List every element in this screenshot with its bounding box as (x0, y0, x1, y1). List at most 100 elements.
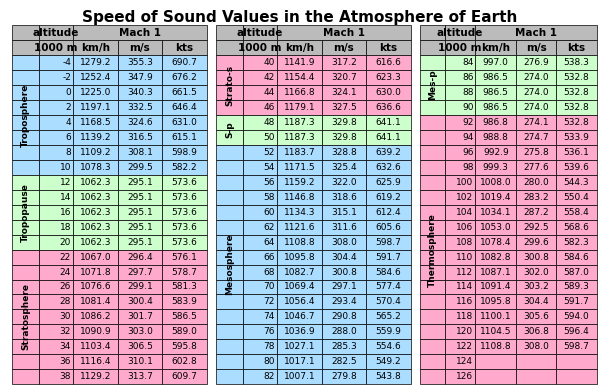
Text: 274.1: 274.1 (523, 118, 549, 127)
Text: 630.0: 630.0 (376, 88, 401, 97)
Text: 612.4: 612.4 (376, 208, 401, 217)
Text: 18: 18 (59, 223, 71, 232)
Text: 302.0: 302.0 (523, 268, 549, 277)
Text: 1116.4: 1116.4 (80, 357, 111, 366)
Text: -2: -2 (62, 73, 71, 82)
Text: 280.0: 280.0 (523, 178, 549, 187)
Text: 24: 24 (60, 268, 71, 277)
Text: 274.0: 274.0 (523, 103, 549, 112)
Text: 295.1: 295.1 (127, 238, 153, 246)
Text: 1078.3: 1078.3 (80, 163, 111, 172)
Text: 623.3: 623.3 (376, 73, 401, 82)
Text: 317.2: 317.2 (331, 58, 357, 67)
Text: kts: kts (568, 43, 586, 53)
Text: 290.8: 290.8 (331, 312, 357, 321)
Text: Mes-p: Mes-p (428, 70, 437, 101)
Text: 1139.2: 1139.2 (80, 133, 111, 142)
Text: 328.8: 328.8 (331, 148, 357, 157)
Text: 1183.7: 1183.7 (284, 148, 315, 157)
Text: 1017.1: 1017.1 (284, 357, 315, 366)
Text: 1091.4: 1091.4 (480, 282, 512, 291)
Text: altitude: altitude (437, 28, 483, 38)
Text: 584.6: 584.6 (376, 268, 401, 277)
Text: 576.1: 576.1 (172, 253, 197, 262)
Text: 1062.3: 1062.3 (80, 178, 111, 187)
Text: 58: 58 (263, 193, 275, 202)
Text: 587.0: 587.0 (563, 268, 589, 277)
Text: 565.2: 565.2 (376, 312, 401, 321)
Text: 1154.4: 1154.4 (284, 73, 315, 82)
Text: 308.0: 308.0 (523, 342, 549, 351)
Text: 124: 124 (457, 357, 473, 366)
Text: 573.6: 573.6 (172, 208, 197, 217)
Text: 70: 70 (263, 282, 275, 291)
Text: 46: 46 (263, 103, 275, 112)
Text: 36: 36 (59, 357, 71, 366)
Text: 1095.8: 1095.8 (480, 298, 512, 307)
Text: 591.7: 591.7 (563, 298, 589, 307)
Text: 1146.8: 1146.8 (284, 193, 315, 202)
Text: 324.1: 324.1 (331, 88, 357, 97)
Text: 306.5: 306.5 (127, 342, 153, 351)
Text: 1019.4: 1019.4 (480, 193, 512, 202)
Text: 98: 98 (462, 163, 473, 172)
Text: 558.4: 558.4 (563, 208, 589, 217)
Text: 1000 m: 1000 m (438, 43, 482, 53)
Text: 616.6: 616.6 (376, 58, 401, 67)
Text: 1034.1: 1034.1 (480, 208, 512, 217)
Text: 578.7: 578.7 (172, 268, 197, 277)
Text: 304.4: 304.4 (331, 253, 357, 262)
Text: 6: 6 (65, 133, 71, 142)
Text: 293.4: 293.4 (331, 298, 357, 307)
Text: 54: 54 (263, 163, 275, 172)
Text: 60: 60 (263, 208, 275, 217)
Text: 34: 34 (59, 342, 71, 351)
Text: -4: -4 (62, 58, 71, 67)
Text: km/h: km/h (285, 43, 314, 53)
Text: 573.6: 573.6 (172, 193, 197, 202)
Text: 275.8: 275.8 (523, 148, 549, 157)
Text: 100: 100 (456, 178, 473, 187)
Text: 589.0: 589.0 (172, 327, 197, 336)
Text: 308.0: 308.0 (331, 238, 357, 246)
Text: 126: 126 (456, 372, 473, 381)
Text: 297.7: 297.7 (127, 268, 153, 277)
Text: 1082.7: 1082.7 (284, 268, 315, 277)
Text: 315.1: 315.1 (331, 208, 357, 217)
Text: 4: 4 (65, 118, 71, 127)
Text: 114: 114 (456, 282, 473, 291)
Text: 1103.4: 1103.4 (80, 342, 111, 351)
Text: 322.0: 322.0 (331, 178, 357, 187)
Text: 539.6: 539.6 (563, 163, 589, 172)
Text: 1082.8: 1082.8 (480, 253, 512, 262)
Text: 1062.3: 1062.3 (80, 223, 111, 232)
Text: 80: 80 (263, 357, 275, 366)
Text: 295.1: 295.1 (127, 223, 153, 232)
Text: 568.6: 568.6 (563, 223, 589, 232)
Text: 304.4: 304.4 (523, 298, 549, 307)
Text: 532.8: 532.8 (563, 88, 589, 97)
Text: altitude: altitude (237, 28, 283, 38)
Text: 646.4: 646.4 (172, 103, 197, 112)
Text: 14: 14 (59, 193, 71, 202)
Text: 285.3: 285.3 (331, 342, 357, 351)
Text: m/s: m/s (334, 43, 354, 53)
Text: 1056.4: 1056.4 (284, 298, 315, 307)
Text: 584.6: 584.6 (563, 253, 589, 262)
Text: 582.2: 582.2 (172, 163, 197, 172)
Text: 639.2: 639.2 (376, 148, 401, 157)
Text: 306.8: 306.8 (523, 327, 549, 336)
Text: 52: 52 (263, 148, 275, 157)
Text: 1179.1: 1179.1 (284, 103, 315, 112)
Text: 20: 20 (59, 238, 71, 246)
Text: 549.2: 549.2 (376, 357, 401, 366)
Text: 641.1: 641.1 (376, 118, 401, 127)
Text: Mach 1: Mach 1 (119, 28, 161, 38)
Text: 16: 16 (59, 208, 71, 217)
Text: 295.1: 295.1 (127, 208, 153, 217)
Text: 1166.8: 1166.8 (284, 88, 315, 97)
Text: 86: 86 (462, 73, 473, 82)
Text: 997.0: 997.0 (483, 58, 509, 67)
Text: 631.0: 631.0 (172, 118, 197, 127)
Text: 641.1: 641.1 (376, 133, 401, 142)
